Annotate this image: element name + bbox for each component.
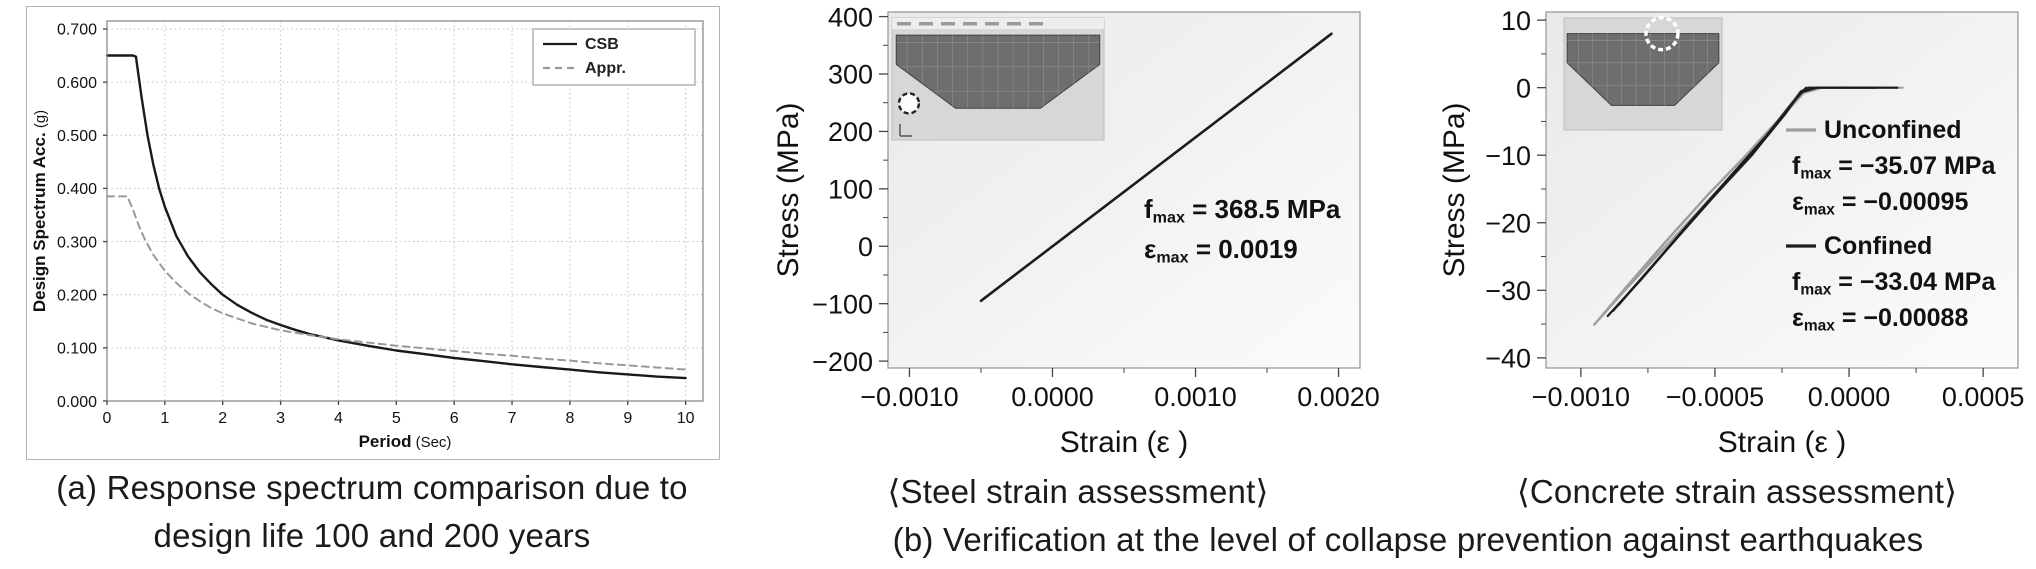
x-axis-label: Strain (ε ) <box>1718 426 1846 459</box>
svg-text:fmax = −33.04 MPa: fmax = −33.04 MPa <box>1792 268 1996 298</box>
caption-a-line1: (a) Response spectrum comparison due to <box>56 469 688 506</box>
x-tick-label: 0.0000 <box>1011 382 1094 412</box>
legend-label: Appr. <box>585 60 626 77</box>
ucs-axis-icon <box>899 124 912 137</box>
legend-box <box>532 28 696 86</box>
svg-text:fmax = 368.5 MPa: fmax = 368.5 MPa <box>1144 194 1341 226</box>
legend-label: CSB <box>585 36 619 53</box>
y-tick-label: 0 <box>858 232 873 262</box>
y-tick-label: 0.400 <box>57 181 97 198</box>
y-tick-label: 200 <box>828 117 873 147</box>
y-tick-label: 0.600 <box>57 75 97 92</box>
caption-a-line2: design life 100 and 200 years <box>153 517 591 554</box>
x-tick-label: 0.0000 <box>1808 382 1891 412</box>
x-tick-label: 0 <box>103 410 112 427</box>
y-tick-label: −200 <box>812 347 873 377</box>
svg-text:fmax = −35.07 MPa: fmax = −35.07 MPa <box>1792 152 1996 182</box>
y-tick-label: 0.300 <box>57 234 97 251</box>
x-axis-label: Strain (ε ) <box>1060 426 1188 459</box>
y-tick-label: −30 <box>1485 276 1531 306</box>
x-tick-label: 1 <box>160 410 169 427</box>
legend-label: Confined <box>1824 232 1932 260</box>
x-tick-label: 4 <box>334 410 343 427</box>
concrete-strain-panel: −0.0010 −0.0005 0.0000 0.0005 −40 −30 −20 −10 0 1… <box>1438 2 2034 464</box>
y-tick-label: 0 <box>1516 73 1531 103</box>
y-tick-label: 0.200 <box>57 287 97 304</box>
legend-label: Unconfined <box>1824 116 1962 144</box>
y-tick-label: −40 <box>1485 344 1531 374</box>
x-tick-label: 9 <box>623 410 632 427</box>
x-tick-label: 5 <box>392 410 401 427</box>
response-spectrum-chart: 0 1 2 3 4 5 6 7 8 9 10 0.000 0.100 0.200 0.300 0.400 0.5… <box>30 20 704 451</box>
steel-fiber-location-circle <box>897 92 921 115</box>
y-tick-label: −20 <box>1485 208 1531 238</box>
y-tick-label: 100 <box>828 175 873 205</box>
y-tick-label: 300 <box>828 60 873 90</box>
y-tick-label: 0.100 <box>57 341 97 358</box>
series-unconfined-3 <box>1593 86 1904 326</box>
series-steel <box>979 32 1333 303</box>
concrete-fiber-location-circle <box>1644 15 1680 52</box>
steel-strain-chart: −0.0010 0.0000 0.0010 0.0020 −200 −100 0 100 200… <box>772 2 1380 459</box>
x-tick-label: 0.0005 <box>1942 382 2025 412</box>
x-tick-label: −0.0005 <box>1666 382 1764 412</box>
series-csb <box>105 54 687 380</box>
steel-strain-panel: −0.0010 0.0000 0.0010 0.0020 −200 −100 0 100 200… <box>772 2 1384 464</box>
caption-steel: ⟨Steel strain assessment⟩ <box>887 473 1269 510</box>
x-tick-label: −0.0010 <box>1532 382 1630 412</box>
y-tick-label: 10 <box>1501 6 1531 36</box>
svg-text:εmax = 0.0019: εmax = 0.0019 <box>1144 234 1298 266</box>
y-tick-label: −10 <box>1485 141 1531 171</box>
fe-model-cross-section-inset <box>1563 15 1723 131</box>
x-tick-label: 10 <box>677 410 695 427</box>
x-tick-label: 2 <box>218 410 227 427</box>
x-tick-label: 8 <box>565 410 574 427</box>
svg-text:εmax = −0.00088: εmax = −0.00088 <box>1792 304 1968 334</box>
fe-model-cross-section-inset <box>891 17 1105 141</box>
series-appr- <box>106 195 687 371</box>
svg-text:εmax = −0.00095: εmax = −0.00095 <box>1792 188 1968 218</box>
y-axis-label: Design Spectrum Acc. (g) <box>30 110 49 312</box>
y-axis-label: Stress (MPa) <box>772 102 805 277</box>
y-tick-label: 0.000 <box>57 394 97 411</box>
y-tick-label: −100 <box>812 289 873 319</box>
x-tick-label: −0.0010 <box>860 382 958 412</box>
caption-concrete: ⟨Concrete strain assessment⟩ <box>1516 473 1958 510</box>
x-tick-label: 6 <box>450 410 459 427</box>
x-tick-label: 0.0020 <box>1297 382 1380 412</box>
y-tick-label: 0.700 <box>57 22 97 39</box>
x-tick-label: 7 <box>508 410 517 427</box>
caption-a: (a) Response spectrum comparison due to … <box>10 464 734 560</box>
concrete-strain-chart: −0.0010 −0.0005 0.0000 0.0005 −40 −30 −20 −10 0 1… <box>1438 6 2025 459</box>
x-tick-label: 0.0010 <box>1154 382 1237 412</box>
series-confined-3 <box>1606 86 1877 318</box>
response-spectrum-panel: 0 1 2 3 4 5 6 7 8 9 10 0.000 0.100 0.200 0.300 0.400 0.5… <box>26 6 720 460</box>
x-axis-label: Period (Sec) <box>359 432 452 451</box>
y-tick-label: 400 <box>828 2 873 32</box>
y-axis-label: Stress (MPa) <box>1438 102 1471 277</box>
caption-b: (b) Verification at the level of collaps… <box>892 521 1924 558</box>
y-tick-label: 0.500 <box>57 128 97 145</box>
x-tick-label: 3 <box>276 410 285 427</box>
